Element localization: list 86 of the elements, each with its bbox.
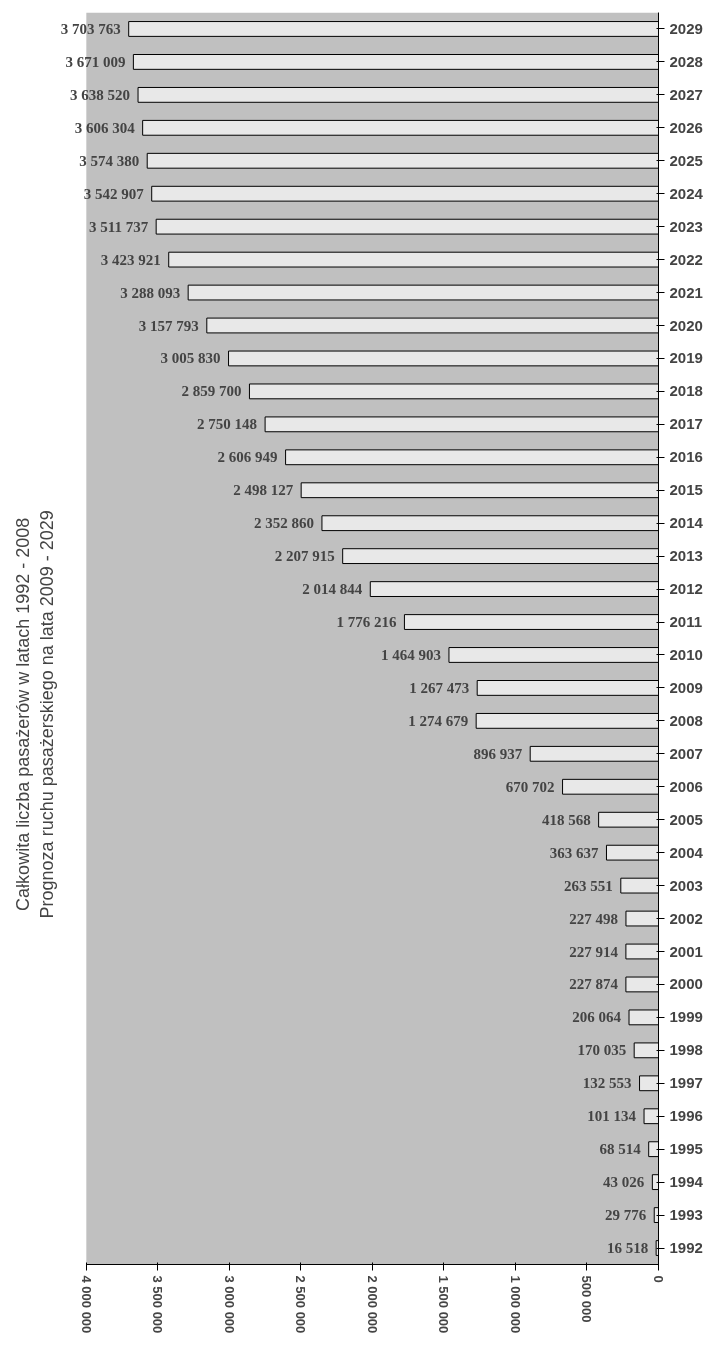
data-label: 1 267 473 xyxy=(409,679,470,696)
y-tick-label: 2027 xyxy=(669,85,703,103)
data-label: 3 005 830 xyxy=(160,350,221,367)
y-tick-label: 1997 xyxy=(669,1074,703,1092)
data-label: 3 157 793 xyxy=(138,317,199,334)
data-label: 3 671 009 xyxy=(65,53,126,70)
y-tick-label: 2001 xyxy=(669,942,703,960)
y-tick-label: 2013 xyxy=(669,547,703,565)
y-tick-label: 2007 xyxy=(669,744,703,762)
data-label: 206 064 xyxy=(572,1009,622,1026)
y-tick-label: 1999 xyxy=(669,1008,703,1026)
data-label: 3 542 907 xyxy=(83,185,145,202)
data-label: 101 134 xyxy=(587,1108,637,1125)
y-tick-label: 2024 xyxy=(669,184,704,202)
data-label: 43 026 xyxy=(603,1174,645,1191)
data-label: 363 637 xyxy=(549,844,599,861)
x-tick-label: 0 xyxy=(651,1275,666,1283)
data-label: 227 874 xyxy=(569,976,619,993)
x-tick-label: 3 500 000 xyxy=(150,1275,166,1334)
x-tick-label: 4 000 000 xyxy=(78,1275,94,1334)
data-label: 1 464 903 xyxy=(380,646,441,663)
data-label: 2 014 844 xyxy=(302,581,363,598)
data-label: 1 776 216 xyxy=(336,614,397,631)
y-tick-label: 2016 xyxy=(669,448,703,466)
y-tick-label: 1998 xyxy=(669,1041,703,1059)
y-tick-label: 2002 xyxy=(669,909,703,927)
y-tick-label: 2006 xyxy=(669,777,703,795)
y-tick-label: 2028 xyxy=(669,52,703,70)
y-tick-label: 1995 xyxy=(669,1140,703,1158)
data-label: 3 574 380 xyxy=(79,152,140,169)
data-label: 3 638 520 xyxy=(70,86,131,103)
y-tick-label: 2003 xyxy=(669,876,703,894)
y-tick-label: 1996 xyxy=(669,1107,703,1125)
data-label: 3 288 093 xyxy=(120,284,181,301)
y-tick-label: 2020 xyxy=(669,316,703,334)
y-tick-label: 2012 xyxy=(669,580,703,598)
y-tick-label: 2017 xyxy=(669,415,703,433)
data-label: 896 937 xyxy=(473,745,523,762)
x-tick-label: 2 500 000 xyxy=(293,1275,309,1334)
data-label: 2 750 148 xyxy=(197,416,258,433)
data-label: 170 035 xyxy=(577,1042,627,1059)
data-label: 263 551 xyxy=(564,877,613,894)
data-label: 3 423 921 xyxy=(100,251,161,268)
y-tick-label: 2015 xyxy=(669,481,703,499)
data-label: 68 514 xyxy=(599,1141,642,1158)
y-tick-label: 2010 xyxy=(669,645,703,663)
y-tick-label: 2029 xyxy=(669,19,703,37)
data-label: 670 702 xyxy=(505,778,555,795)
data-label: 132 553 xyxy=(582,1075,632,1092)
y-tick-label: 2005 xyxy=(669,810,703,828)
y-tick-label: 2018 xyxy=(669,382,703,400)
y-tick-label: 2023 xyxy=(669,217,703,235)
y-tick-label: 2026 xyxy=(669,118,703,136)
data-label: 418 568 xyxy=(541,811,591,828)
y-tick-label: 2025 xyxy=(669,151,703,169)
y-tick-label: 1993 xyxy=(669,1206,703,1224)
y-tick-label: 2014 xyxy=(669,514,704,532)
x-tick-label: 500 000 xyxy=(579,1275,595,1323)
data-label: 3 703 763 xyxy=(60,20,121,37)
data-label: 3 511 737 xyxy=(89,218,149,235)
y-tick-label: 2009 xyxy=(669,678,703,696)
data-label: 2 498 127 xyxy=(233,482,294,499)
y-tick-label: 1992 xyxy=(669,1239,703,1257)
y-tick-label: 1994 xyxy=(669,1173,704,1191)
data-label: 29 776 xyxy=(604,1207,647,1224)
data-label: 2 859 700 xyxy=(181,383,242,400)
x-tick-label: 1 500 000 xyxy=(436,1275,452,1334)
data-label: 227 914 xyxy=(569,943,619,960)
x-tick-label: 3 000 000 xyxy=(221,1275,237,1334)
y-tick-label: 2011 xyxy=(669,613,703,631)
data-label: 2 352 860 xyxy=(253,515,314,532)
data-label: 227 498 xyxy=(569,910,618,927)
x-tick-label: 1 000 000 xyxy=(507,1275,523,1334)
y-tick-label: 2022 xyxy=(669,250,703,268)
data-label: 1 274 679 xyxy=(408,712,469,729)
y-axis-title: Całkowita liczba pasażerów w latach 1992 - 2008 Prognoza ruchu pasażerskiego na lata 2009 - 2029 xyxy=(12,510,57,919)
data-label: 16 518 xyxy=(606,1240,649,1257)
y-tick-label: 2008 xyxy=(669,711,703,729)
y-tick-label: 2004 xyxy=(669,843,704,861)
y-tick-label: 2019 xyxy=(669,349,703,367)
data-label: 3 606 304 xyxy=(74,119,136,136)
y-tick-label: 2021 xyxy=(669,283,703,301)
y-tick-label: 2000 xyxy=(669,975,703,993)
data-label: 2 606 949 xyxy=(217,449,278,466)
x-tick-label: 2 000 000 xyxy=(364,1275,380,1334)
data-label: 2 207 915 xyxy=(274,548,335,565)
